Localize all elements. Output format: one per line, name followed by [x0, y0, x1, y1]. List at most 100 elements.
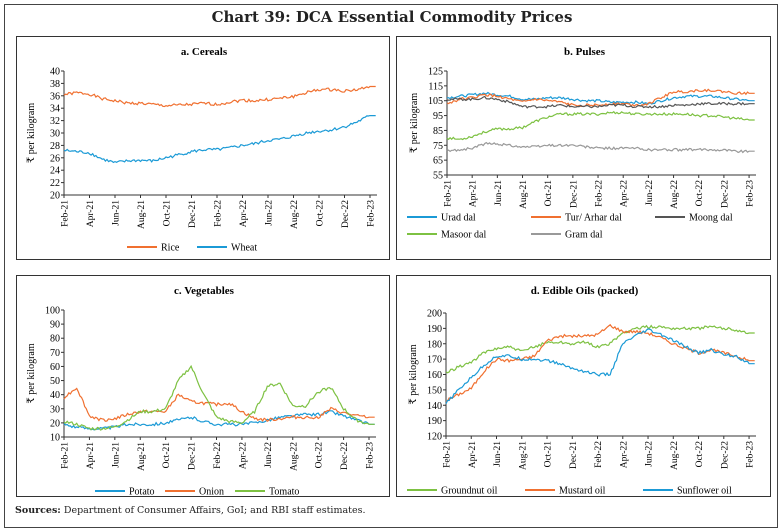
y-tick-label: 125 [428, 67, 443, 78]
legend-item: Onion [165, 487, 224, 498]
x-tick-label: Oct-21 [162, 442, 172, 469]
x-tick-label: Feb-23 [746, 441, 756, 468]
y-tick-label: 170 [427, 355, 442, 366]
x-tick-label: Oct-21 [544, 180, 554, 207]
y-tick-label: 105 [428, 96, 443, 107]
y-tick-label: 60 [50, 362, 60, 373]
x-tick-label: Dec-22 [340, 442, 350, 470]
series-line-groundnut-oil [445, 324, 755, 374]
series-line-urad-dal [446, 91, 755, 105]
legend-label: Tomato [269, 487, 299, 498]
x-tick-label: Dec-22 [341, 200, 351, 228]
x-tick-label: Aug-21 [519, 180, 529, 209]
chart-panel: d. Edible Oils (packed) 120 190 140 150 160 17… [396, 275, 771, 497]
series-line-gram-dal [446, 141, 755, 154]
y-tick-label: 20 [50, 191, 60, 202]
y-tick-label: 24 [50, 166, 60, 177]
x-tick-label: Feb-21 [443, 441, 453, 468]
x-tick-label: Oct-22 [695, 180, 705, 207]
legend-label: Groundnut oil [441, 486, 498, 497]
y-tick-label: 65 [433, 156, 443, 167]
x-tick-label: Aug-21 [137, 442, 147, 471]
y-tick-label: 20 [50, 418, 60, 429]
y-tick-label: 40 [50, 390, 60, 401]
y-tick-label: 140 [427, 401, 442, 412]
sources-label: Sources: [15, 505, 61, 516]
y-tick-label: 100 [45, 306, 60, 317]
y-tick-label: 30 [50, 404, 60, 415]
chart-panel: b. Pulses 55 65 75 85 95 105 115 125 ₹ per kilogr… [396, 36, 771, 260]
y-axis-label: ₹ per kilogram [408, 344, 419, 404]
legend-item: Masoor dal [407, 230, 486, 241]
x-tick-label: Feb-22 [594, 441, 604, 468]
y-tick-label: 190 [427, 324, 442, 335]
y-axis-label: ₹ per kilogram [26, 103, 37, 163]
x-tick-label: Apr-22 [620, 180, 630, 207]
chart-panel: a. Cereals 20 22 24 26 28 30 32 34 36 38 40 ₹ per ki… [16, 36, 390, 260]
series-line-wheat [63, 114, 376, 164]
y-tick-label: 75 [433, 141, 443, 152]
x-tick-label: Aug-22 [289, 442, 299, 471]
x-tick-label: Dec-21 [569, 441, 579, 469]
y-tick-label: 40 [50, 67, 60, 78]
y-tick-label: 36 [50, 91, 60, 102]
y-tick-label: 22 [50, 178, 60, 189]
legend-label: Moong dal [689, 213, 733, 224]
x-tick-label: Dec-22 [720, 180, 730, 208]
legend-label: Onion [199, 487, 224, 498]
y-tick-label: 26 [50, 153, 60, 164]
x-tick-label: Jun-21 [111, 200, 121, 226]
chart-svg: b. Pulses 55 65 75 85 95 105 115 125 ₹ per kilogr… [407, 46, 756, 241]
y-tick-label: 10 [50, 433, 60, 444]
legend-label: Mustard oil [559, 486, 606, 497]
y-tick-label: 180 [427, 339, 442, 350]
chart-svg: c. Vegetables 10 20 30 40 50 60 70 80 90 100 ₹ per … [26, 285, 376, 498]
x-tick-label: Apr-21 [469, 180, 479, 207]
series-line-masoor-dal [446, 110, 755, 141]
x-tick-label: Dec-21 [569, 180, 579, 208]
legend-label: Rice [161, 243, 180, 254]
x-tick-label: Feb-21 [61, 200, 71, 227]
x-tick-label: Aug-22 [670, 180, 680, 209]
legend-label: Wheat [231, 243, 257, 254]
legend-label: Urad dal [441, 213, 476, 224]
y-tick-label: 50 [50, 376, 60, 387]
series-line-moong-dal [446, 95, 755, 109]
chart-title: c. Vegetables [174, 285, 235, 297]
legend-item: Groundnut oil [407, 486, 498, 497]
chart-frame [4, 4, 778, 528]
chart-panel: c. Vegetables 10 20 30 40 50 60 70 80 90 100 ₹ per … [16, 275, 390, 498]
y-tick-label: 85 [433, 126, 443, 137]
y-tick-label: 55 [433, 171, 443, 182]
y-tick-label: 150 [427, 385, 442, 396]
x-tick-label: Oct-21 [544, 441, 554, 468]
x-tick-label: Jun-22 [264, 442, 274, 468]
x-tick-label: Feb-23 [366, 200, 376, 227]
x-tick-label: Jun-22 [264, 200, 274, 226]
legend-label: Tur/ Arhar dal [565, 213, 622, 224]
x-tick-label: Oct-21 [162, 200, 172, 227]
x-tick-label: Jun-22 [645, 441, 655, 467]
chart-title: b. Pulses [564, 46, 606, 58]
x-tick-label: Apr-22 [619, 441, 629, 468]
legend-item: Moong dal [655, 213, 733, 224]
x-tick-label: Apr-21 [86, 442, 96, 469]
chart-svg: d. Edible Oils (packed) 120 190 140 150 160 17… [407, 285, 756, 497]
x-tick-label: Jun-21 [493, 441, 503, 467]
x-tick-label: Aug-22 [670, 441, 680, 470]
x-tick-label: Oct-22 [695, 441, 705, 468]
y-tick-label: 38 [50, 79, 60, 90]
legend-item: Wheat [197, 243, 257, 254]
chart-title: a. Cereals [181, 46, 228, 58]
series-line-rice [63, 85, 376, 108]
legend-label: Potato [129, 487, 155, 498]
x-tick-label: Aug-21 [137, 200, 147, 229]
y-axis-label: ₹ per kilogram [26, 343, 37, 403]
sources-note: Sources: Department of Consumer Affairs,… [15, 505, 365, 516]
legend-item: Gram dal [531, 230, 603, 241]
y-tick-label: 30 [50, 129, 60, 140]
x-tick-label: Aug-21 [518, 441, 528, 470]
series-line-tur-arhar-dal [446, 88, 755, 108]
y-tick-label: 70 [50, 348, 60, 359]
